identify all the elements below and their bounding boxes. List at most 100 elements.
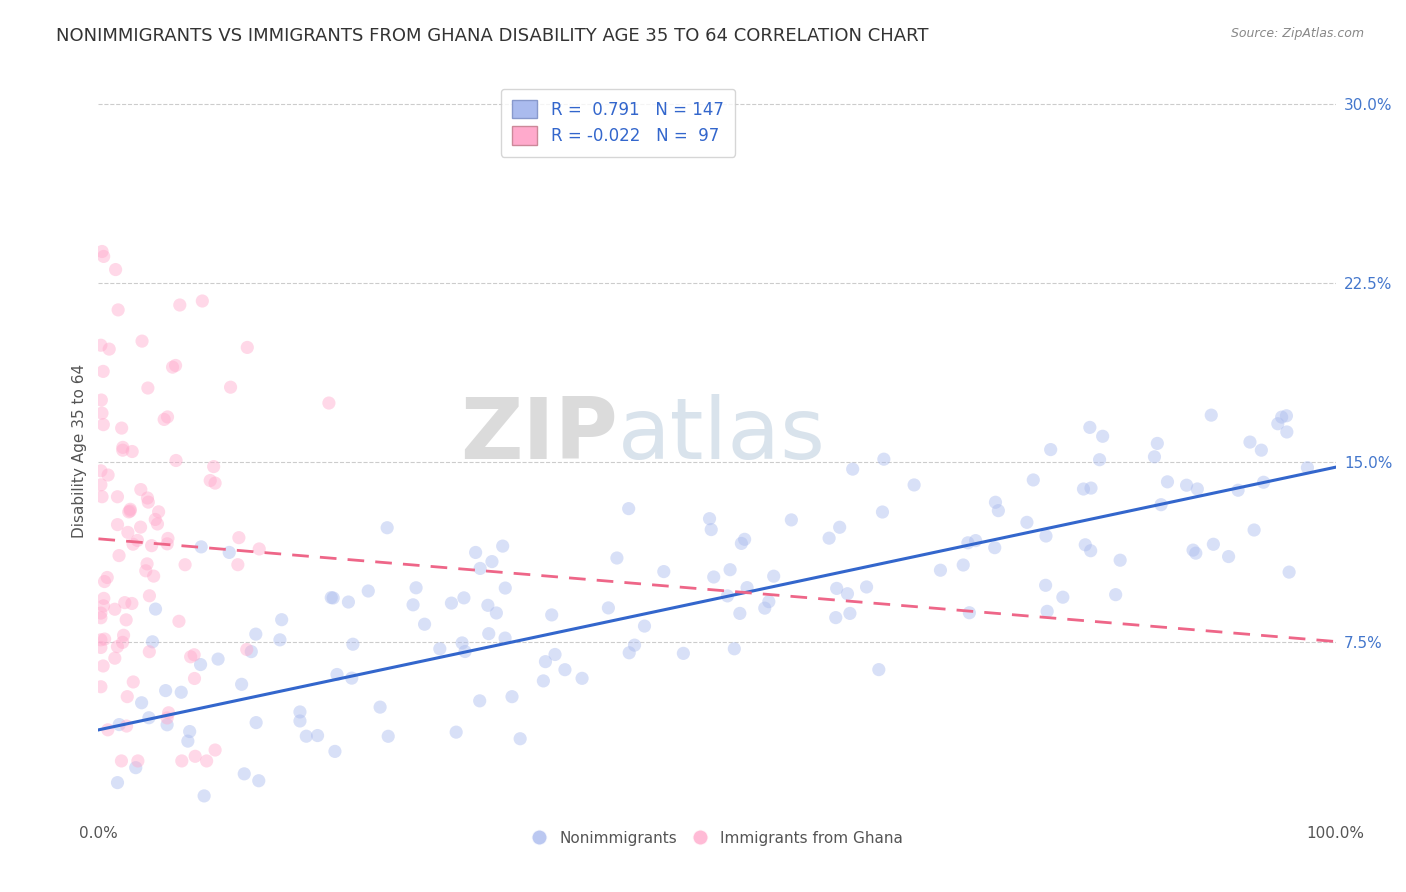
Point: [107, 775, 129, 789]
Text: atlas: atlas: [619, 394, 827, 477]
Point: [494, 581, 516, 595]
Point: [202, 459, 225, 474]
Point: [145, 602, 167, 616]
Point: [1035, 578, 1057, 592]
Point: [1088, 452, 1111, 467]
Point: [377, 729, 399, 743]
Point: [121, 597, 143, 611]
Point: [93, 591, 115, 606]
Point: [322, 591, 344, 605]
Point: [531, 673, 554, 688]
Point: [120, 504, 142, 518]
Point: [136, 381, 159, 395]
Point: [357, 584, 380, 599]
Point: [1271, 410, 1294, 425]
Point: [1143, 450, 1166, 464]
Point: [97, 468, 120, 483]
Point: [247, 773, 270, 788]
Point: [111, 441, 134, 455]
Point: [90, 392, 112, 407]
Point: [824, 610, 846, 624]
Point: [762, 569, 785, 583]
Point: [368, 700, 391, 714]
Point: [111, 443, 134, 458]
Point: [454, 644, 477, 658]
Point: [91, 659, 114, 673]
Point: [501, 690, 523, 704]
Point: [112, 628, 135, 642]
Point: [873, 452, 896, 467]
Point: [1091, 429, 1114, 443]
Point: [1253, 475, 1275, 490]
Point: [571, 671, 593, 685]
Point: [245, 627, 267, 641]
Point: [509, 731, 531, 746]
Point: [478, 626, 501, 640]
Point: [734, 533, 756, 547]
Point: [228, 531, 250, 545]
Point: [115, 719, 138, 733]
Point: [1296, 460, 1319, 475]
Point: [1080, 481, 1102, 495]
Point: [131, 334, 153, 348]
Point: [138, 645, 160, 659]
Point: [153, 412, 176, 426]
Point: [235, 642, 257, 657]
Point: [481, 555, 503, 569]
Point: [200, 474, 222, 488]
Point: [1202, 537, 1225, 551]
Point: [190, 540, 212, 554]
Point: [903, 478, 925, 492]
Point: [494, 631, 516, 645]
Point: [122, 675, 145, 690]
Point: [825, 582, 848, 596]
Point: [1146, 436, 1168, 450]
Point: [1184, 546, 1206, 560]
Point: [183, 672, 205, 686]
Point: [219, 380, 242, 394]
Point: [468, 561, 491, 575]
Point: [180, 649, 202, 664]
Legend: Nonimmigrants, Immigrants from Ghana: Nonimmigrants, Immigrants from Ghana: [524, 823, 910, 854]
Point: [1073, 482, 1095, 496]
Point: [115, 613, 138, 627]
Point: [127, 754, 149, 768]
Point: [477, 599, 499, 613]
Point: [107, 640, 129, 654]
Point: [93, 599, 115, 613]
Point: [956, 536, 979, 550]
Point: [1275, 425, 1298, 439]
Point: [129, 520, 152, 534]
Point: [340, 671, 363, 685]
Point: [107, 517, 129, 532]
Point: [236, 340, 259, 354]
Point: [174, 558, 197, 572]
Point: [464, 545, 486, 559]
Point: [758, 595, 780, 609]
Point: [1109, 553, 1132, 567]
Point: [984, 495, 1007, 509]
Point: [1278, 565, 1301, 579]
Point: [107, 490, 129, 504]
Point: [183, 648, 205, 662]
Point: [837, 587, 859, 601]
Point: [138, 711, 160, 725]
Point: [247, 541, 270, 556]
Point: [93, 632, 115, 646]
Point: [125, 761, 148, 775]
Point: [93, 574, 115, 589]
Point: [716, 589, 738, 603]
Point: [1250, 443, 1272, 458]
Point: [623, 638, 645, 652]
Point: [156, 718, 179, 732]
Point: [91, 490, 114, 504]
Point: [402, 598, 425, 612]
Point: [1078, 420, 1101, 434]
Point: [120, 502, 142, 516]
Point: [735, 581, 758, 595]
Point: [554, 663, 576, 677]
Point: [218, 545, 240, 559]
Point: [118, 505, 141, 519]
Point: [617, 501, 640, 516]
Point: [143, 512, 166, 526]
